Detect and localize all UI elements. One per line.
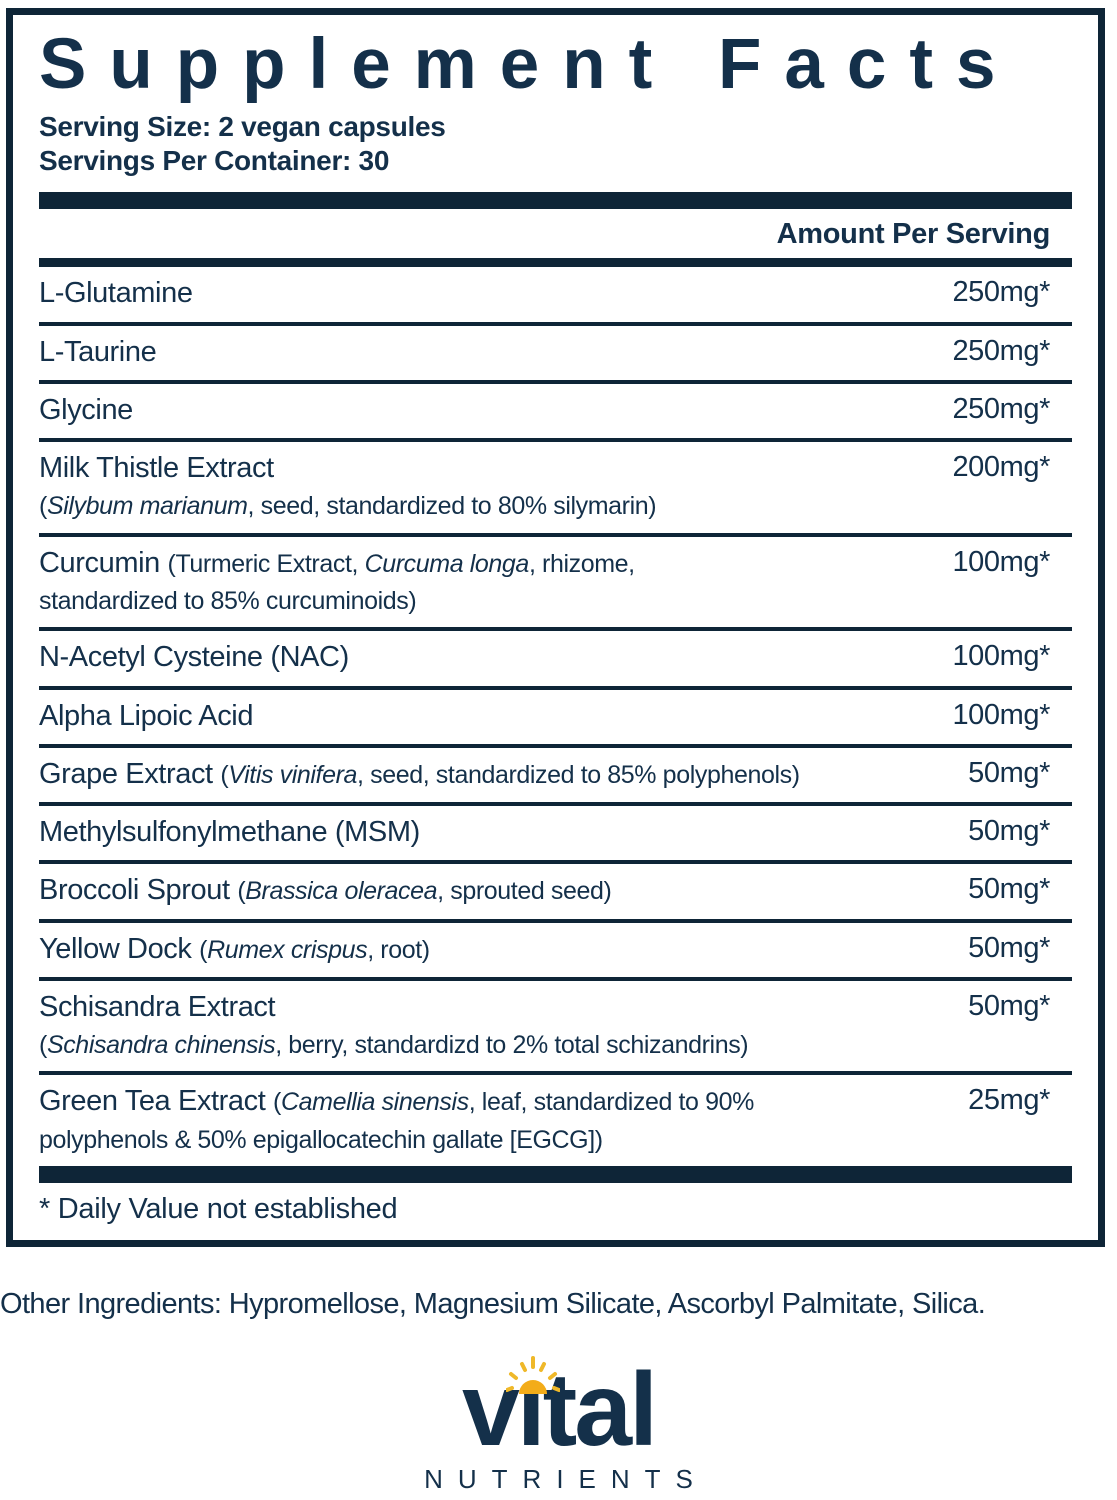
ingredient-name-part: Vitis vinifera	[228, 760, 358, 789]
serving-size-text: Serving Size: 2 vegan capsules	[39, 111, 446, 142]
ingredient-name-part: Rumex crispus	[207, 935, 368, 964]
ingredient-name-part: L-Glutamine	[39, 277, 193, 310]
ingredient-name-part: (	[237, 877, 246, 906]
ingredient-name: Glycine	[39, 393, 900, 427]
ingredient-name-part: Broccoli Sprout	[39, 874, 238, 907]
ingredient-name-part: (Turmeric Extract,	[167, 549, 365, 578]
logo-word: vıtal	[461, 1352, 658, 1468]
ingredient-name-part: (	[39, 1030, 47, 1059]
ingredient-amount: 50mg*	[968, 756, 1050, 789]
ingredient-name-part: Schisandra Extract	[39, 990, 276, 1023]
servings-per-container-text: Servings Per Container: 30	[39, 145, 390, 177]
divider-thick-top	[39, 192, 1072, 210]
ingredient-name: L-Taurine	[39, 335, 900, 369]
ingredient-name: Schisandra Extract (Schisandra chinensis,…	[39, 990, 900, 1061]
ingredient-name-part: , root)	[367, 935, 430, 964]
ingredient-name-part: (	[220, 760, 229, 789]
ingredient-name: Green Tea Extract (Camellia sinensis, le…	[39, 1084, 900, 1155]
ingredient-name: N-Acetyl Cysteine (NAC)	[39, 640, 900, 674]
ingredient-row: Milk Thistle Extract (Silybum marianum, s…	[39, 437, 1072, 533]
ingredient-name: Milk Thistle Extract (Silybum marianum, s…	[39, 451, 900, 522]
divider-thick-bottom	[39, 1166, 1072, 1184]
sun-icon	[505, 1356, 560, 1394]
ingredient-name: Alpha Lipoic Acid	[39, 699, 900, 733]
ingredient-name-part: Brassica oleracea	[245, 877, 438, 906]
logo-tagline: NUTRIENTS	[424, 1464, 708, 1494]
ingredient-name: Methylsulfonylmethane (MSM)	[39, 815, 900, 849]
ingredient-name-part: , rhizome,	[528, 549, 635, 578]
daily-value-footnote: * Daily Value not established	[39, 1193, 398, 1226]
ingredient-amount: 50mg*	[968, 815, 1050, 848]
ingredient-amount: 50mg*	[968, 989, 1050, 1022]
ingredient-row: Grape Extract (Vitis vinifera, seed, sta…	[39, 743, 1072, 802]
ingredient-amount: 100mg*	[952, 640, 1050, 673]
ingredient-amount: 250mg*	[952, 392, 1050, 425]
ingredient-name-part: Glycine	[39, 393, 133, 426]
supplement-facts-panel: Supplement Facts Serving Size: 2 vegan c…	[6, 8, 1105, 1248]
ingredient-name-part: Schisandra chinensis	[46, 1030, 276, 1059]
ingredient-amount: 50mg*	[968, 931, 1050, 964]
ingredient-name-part: polyphenols & 50% epigallocatechin galla…	[39, 1125, 603, 1154]
ingredient-name-part: (	[199, 935, 208, 964]
ingredient-name-part: , leaf, standardized to 90%	[468, 1088, 755, 1117]
ingredient-name-part: Methylsulfonylmethane (MSM)	[39, 816, 420, 849]
ingredient-name-part: Green Tea Extract	[39, 1085, 274, 1118]
ingredient-name-part: Yellow Dock	[39, 932, 200, 965]
ingredient-row: Curcumin (Turmeric Extract, Curcuma long…	[39, 532, 1072, 628]
logo-wordmark: vıtal	[462, 1356, 658, 1462]
ingredient-name-part: , sprouted seed)	[437, 877, 612, 906]
ingredient-name-part: Alpha Lipoic Acid	[39, 699, 254, 732]
ingredient-row: Methylsulfonylmethane (MSM) 50mg*	[39, 802, 1072, 860]
ingredient-name-part: Silybum marianum	[46, 492, 248, 521]
ingredient-row: Glycine 250mg*	[39, 379, 1072, 438]
ingredient-amount: 250mg*	[952, 276, 1050, 309]
ingredient-name-part: , seed, standardized to 80% silymarin)	[247, 492, 657, 521]
ingredient-name-part: (	[273, 1088, 281, 1117]
other-ingredients-text: Other Ingredients: Hypromellose, Magnesi…	[0, 1288, 986, 1320]
ingredient-name-part: Grape Extract	[39, 757, 221, 790]
ingredient-amount: 50mg*	[968, 873, 1050, 906]
ingredient-name-part: standardized to 85% curcuminoids)	[39, 586, 417, 615]
ingredient-name-part: Curcuma longa	[364, 549, 530, 578]
ingredient-name-part: Milk Thistle Extract	[39, 451, 274, 484]
ingredient-row: Yellow Dock (Rumex crispus, root) 50mg*	[39, 918, 1072, 977]
ingredient-amount: 100mg*	[952, 545, 1050, 578]
ingredient-amount: 250mg*	[952, 334, 1050, 367]
ingredient-name: Yellow Dock (Rumex crispus, root)	[39, 932, 900, 966]
ingredient-amount: 25mg*	[968, 1084, 1050, 1117]
ingredient-row: N-Acetyl Cysteine (NAC) 100mg*	[39, 627, 1072, 685]
ingredient-name: Curcumin (Turmeric Extract, Curcuma long…	[39, 546, 900, 617]
ingredient-row: L-Taurine 250mg*	[39, 321, 1072, 380]
ingredient-amount: 200mg*	[952, 450, 1050, 483]
ingredient-row: Alpha Lipoic Acid 100mg*	[39, 685, 1072, 744]
ingredient-row: Schisandra Extract (Schisandra chinensis,…	[39, 976, 1072, 1072]
ingredient-name-part: , seed, standardized to 85% polyphenols)	[357, 760, 800, 789]
ingredient-name-part: N-Acetyl Cysteine (NAC)	[39, 641, 349, 674]
ingredient-name-part: L-Taurine	[39, 335, 157, 368]
ingredient-name-part: (	[39, 492, 47, 521]
ingredient-name: Grape Extract (Vitis vinifera, seed, sta…	[39, 757, 900, 791]
ingredient-name: Broccoli Sprout (Brassica oleracea, spro…	[39, 873, 900, 907]
vital-nutrients-logo: vıtal NUTRIENTS	[0, 1356, 1117, 1495]
ingredient-row: Broccoli Sprout (Brassica oleracea, spro…	[39, 860, 1072, 918]
ingredient-name-part: Curcumin	[39, 546, 168, 579]
amount-per-serving-header: Amount Per Serving	[776, 218, 1051, 251]
divider-medium	[39, 258, 1072, 268]
ingredient-name: L-Glutamine	[39, 276, 900, 310]
panel-title: Supplement Facts	[39, 25, 1019, 104]
ingredient-row: Green Tea Extract (Camellia sinensis, le…	[39, 1071, 1072, 1166]
ingredient-name-part: Camellia sinensis	[280, 1088, 469, 1117]
ingredient-row: L-Glutamine 250mg*	[39, 267, 1072, 321]
ingredient-name-part: , berry, standardizd to 2% total schizan…	[275, 1030, 749, 1059]
ingredient-table: L-Glutamine 250mg* L-Taurine 250mg* Glycine 2…	[39, 267, 1072, 1166]
ingredient-amount: 100mg*	[952, 698, 1050, 731]
